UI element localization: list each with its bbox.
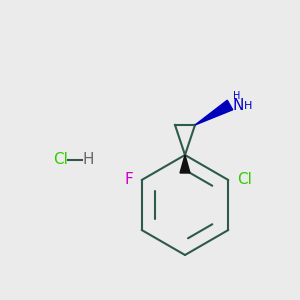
Text: Cl: Cl [54, 152, 68, 167]
Text: F: F [124, 172, 133, 188]
Text: H: H [233, 91, 241, 101]
Polygon shape [195, 100, 233, 125]
Text: Cl: Cl [237, 172, 252, 188]
Text: H: H [244, 101, 252, 111]
Polygon shape [180, 155, 190, 173]
Text: N: N [232, 98, 244, 112]
Text: H: H [82, 152, 94, 167]
